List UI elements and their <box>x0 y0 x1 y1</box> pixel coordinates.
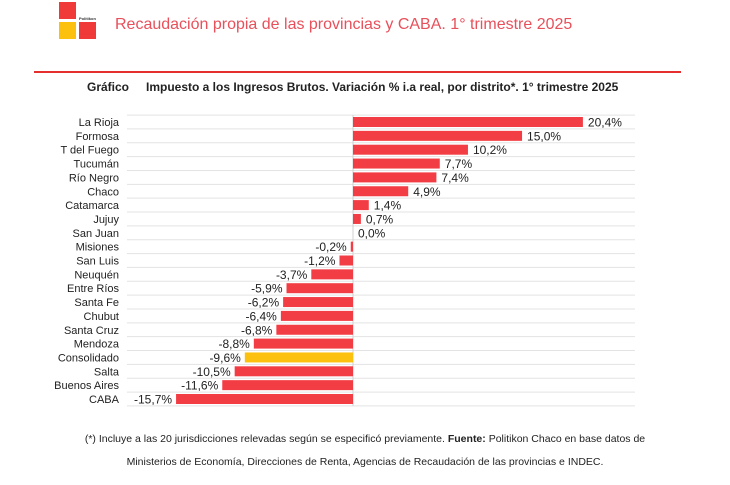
bar-misiones <box>350 241 353 252</box>
data-label: -11,6% <box>181 379 218 393</box>
footnote-source: Politikon Chaco en base datos de <box>488 433 646 445</box>
category-label: Río Negro <box>69 172 119 184</box>
data-label: -1,2% <box>304 254 336 268</box>
data-label: -15,7% <box>134 393 172 407</box>
data-label: -8,8% <box>218 337 250 351</box>
bar-san-luis <box>339 255 353 266</box>
category-label: Jujuy <box>93 214 119 226</box>
footnote-line-2: Ministerios de Economía, Direcciones de … <box>126 456 604 468</box>
bar-río-negro <box>353 172 437 183</box>
politikon-logo: Politikon <box>59 2 99 42</box>
data-label: 15,0% <box>527 129 561 143</box>
data-label: -6,4% <box>246 309 278 323</box>
page-title: Recaudación propia de las provincias y C… <box>115 16 573 33</box>
footnote-line-1: (*) Incluye a las 20 jurisdicciones rele… <box>0 433 730 445</box>
category-label: Mendoza <box>74 339 120 351</box>
bar-salta <box>234 366 353 377</box>
category-label: Chubut <box>84 311 119 323</box>
bar-chaco <box>353 186 409 197</box>
category-label: San Juan <box>73 228 119 240</box>
category-label: Santa Fe <box>74 297 119 309</box>
data-label: -6,2% <box>248 296 280 310</box>
data-label: 4,9% <box>413 185 441 199</box>
chart-label: Gráfico <box>87 80 130 94</box>
bar-jujuy <box>353 213 361 224</box>
bar-t-del-fuego <box>353 144 468 155</box>
data-label: 10,2% <box>473 143 507 157</box>
data-label: -10,5% <box>193 365 231 379</box>
bar-santa-fe <box>283 297 353 308</box>
bar-neuquén <box>311 269 353 280</box>
category-label: Catamarca <box>65 200 120 212</box>
category-label: Consolidado <box>58 352 119 364</box>
bar-mendoza <box>253 338 353 349</box>
logo-square-red-bottom <box>79 22 96 39</box>
chart-title: Impuesto a los Ingresos Brutos. Variació… <box>146 80 619 94</box>
category-label: Formosa <box>76 131 120 143</box>
logo-square-yellow <box>59 22 76 39</box>
title-divider <box>34 71 681 73</box>
data-label: -9,6% <box>209 351 241 365</box>
category-label: Entre Ríos <box>67 283 119 295</box>
logo-square-red-top <box>59 2 76 19</box>
bar-caba <box>176 394 353 404</box>
category-label: CABA <box>89 394 120 406</box>
data-label: 1,4% <box>374 199 402 213</box>
data-label: 0,7% <box>366 212 394 226</box>
category-label: Buenos Aires <box>54 380 119 392</box>
bar-chubut <box>280 310 353 321</box>
category-label: San Luis <box>76 256 119 268</box>
logo-brand-text: Politikon <box>79 16 96 21</box>
bar-buenos-aires <box>222 380 353 391</box>
category-label: La Rioja <box>79 117 120 129</box>
bar-consolidado <box>244 352 353 363</box>
bar-catamarca <box>353 200 369 211</box>
data-label: 20,4% <box>588 116 622 130</box>
data-label: 7,4% <box>441 171 469 185</box>
data-label: 7,7% <box>445 157 473 171</box>
bar-tucumán <box>353 158 440 169</box>
category-label: Tucumán <box>74 159 119 171</box>
data-label: -6,8% <box>241 323 273 337</box>
category-label: Salta <box>94 366 120 378</box>
footnote-note: (*) Incluye a las 20 jurisdicciones rele… <box>84 433 445 445</box>
category-label: Santa Cruz <box>64 325 119 337</box>
data-label: 0,0% <box>358 226 386 240</box>
bar-la-rioja <box>353 117 583 127</box>
category-label: Chaco <box>87 186 119 198</box>
category-label: T del Fuego <box>60 145 119 157</box>
category-label: Misiones <box>76 242 120 254</box>
data-label: -5,9% <box>251 282 283 296</box>
bar-santa-cruz <box>276 324 353 335</box>
data-label: -3,7% <box>276 268 308 282</box>
data-label: -0,2% <box>315 240 347 254</box>
footnote-source-label: Fuente: <box>447 433 486 445</box>
category-label: Neuquén <box>74 269 119 281</box>
bar-entre-ríos <box>286 283 353 294</box>
bar-formosa <box>353 130 523 141</box>
